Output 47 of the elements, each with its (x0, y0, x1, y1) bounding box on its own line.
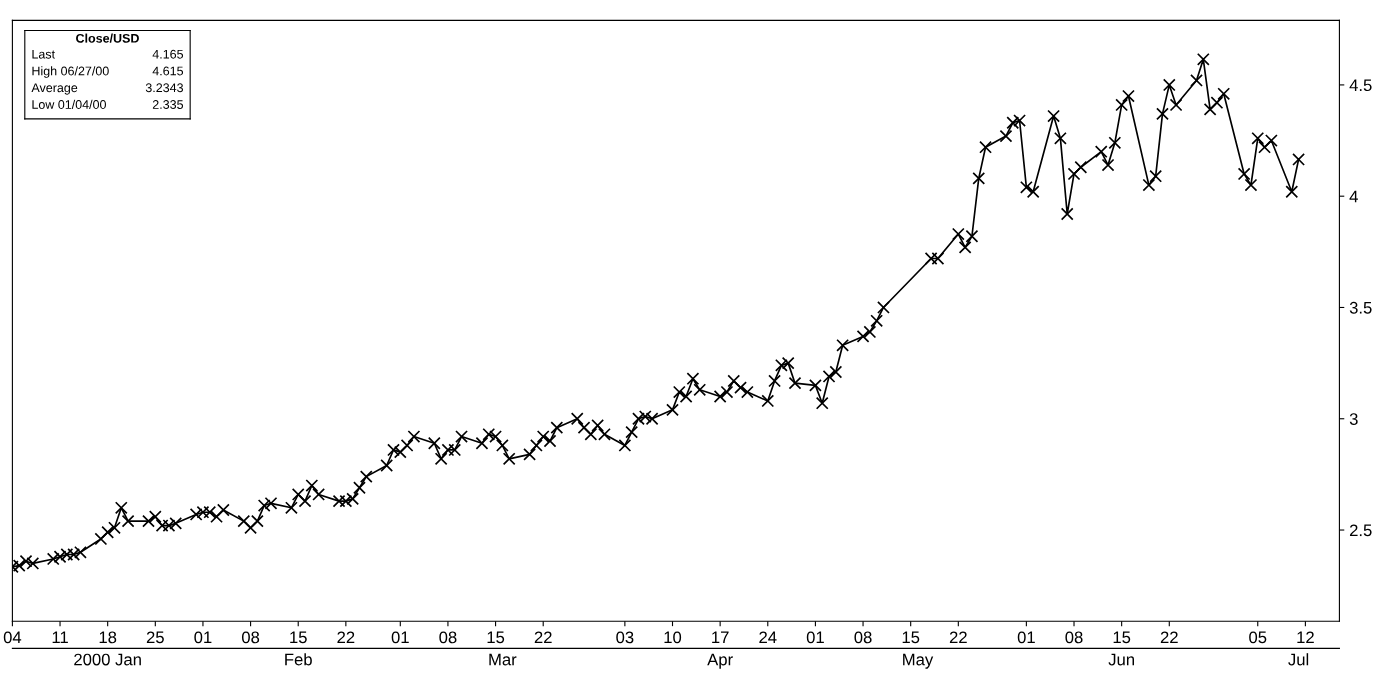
y-tick-label: 3 (1349, 413, 1358, 425)
x2-tick-label: 2000 Jan (74, 653, 141, 666)
y-tick-label: 4 (1349, 190, 1358, 203)
x-tick-label: 08 (439, 631, 457, 644)
annotation: 2.335 (152, 100, 184, 109)
x-tick-label: 01 (1017, 631, 1035, 644)
x-tick-label: 22 (1160, 631, 1178, 644)
x-tick-label: 15 (1113, 631, 1131, 644)
annotation: Close/USD (76, 33, 139, 43)
x-tick-label: 17 (712, 631, 729, 644)
x-tick-label: 05 (1249, 631, 1267, 644)
x-tick-label: 08 (1065, 631, 1083, 644)
y-tick-label: 3.5 (1349, 301, 1372, 314)
x2-tick-label: Feb (285, 653, 312, 666)
annotation: Last (32, 49, 55, 59)
x-tick-label: 24 (759, 631, 777, 644)
annotation: 4.165 (152, 49, 184, 59)
x2-tick-label: Jul (1288, 653, 1309, 666)
x-tick-label: 15 (290, 631, 307, 644)
x-tick-label: 22 (949, 631, 967, 644)
x-tick-label: 18 (99, 631, 117, 644)
annotation: 3.2343 (145, 83, 183, 93)
x2-tick-label: Mar (489, 653, 517, 666)
x-tick-label: 08 (854, 631, 872, 644)
x-tick-label: 04 (3, 631, 22, 644)
x-tick-label: 01 (194, 631, 212, 644)
annotation: Low 01/04/00 (32, 99, 106, 109)
x2-tick-label: Apr (707, 653, 733, 669)
annotation: High 06/27/00 (32, 66, 109, 78)
x-tick-label: 11 (52, 631, 68, 644)
annotation: 4.615 (152, 66, 184, 76)
x-tick-label: 22 (534, 631, 552, 644)
y-tick-label: 2.5 (1349, 524, 1372, 537)
x-tick-label: 03 (616, 631, 634, 644)
x2-tick-label: Jun (1108, 653, 1134, 666)
annotation: Average (31, 83, 78, 95)
x-tick-label: 22 (337, 631, 355, 644)
x-tick-label: 25 (146, 631, 164, 644)
x-tick-label: 15 (902, 631, 920, 644)
x-tick-label: 01 (806, 631, 824, 644)
y-tick-label: 4.5 (1349, 79, 1372, 92)
x-tick-label: 15 (487, 631, 505, 644)
x-tick-label: 12 (1297, 631, 1314, 644)
x2-tick-label: May (903, 653, 934, 669)
x-tick-label: 10 (664, 631, 682, 644)
x-tick-label: 01 (391, 631, 409, 644)
x-tick-label: 08 (241, 631, 260, 644)
